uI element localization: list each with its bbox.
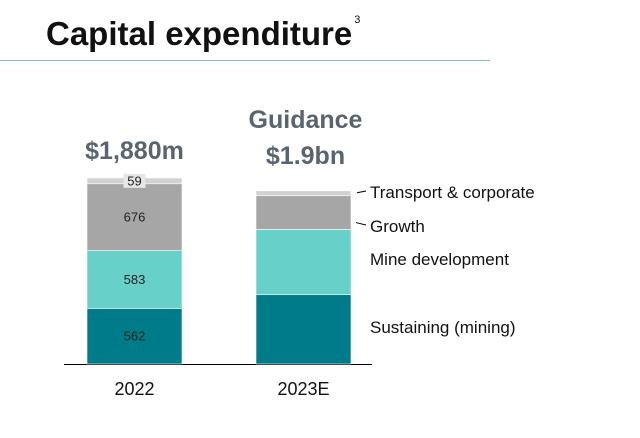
data-label: 59	[127, 173, 141, 188]
legend-label: Mine development	[370, 250, 509, 269]
legend-label: Sustaining (mining)	[370, 318, 516, 337]
data-label: 583	[124, 272, 146, 287]
bar-segment	[86, 183, 183, 251]
bar-segment	[86, 250, 183, 309]
bar-segment	[255, 190, 352, 197]
bar-segment	[255, 195, 352, 230]
total-label: $1.9bn	[266, 142, 345, 170]
data-label: 676	[124, 210, 146, 225]
total-label: $1,880m	[85, 137, 184, 165]
bar-segment	[255, 229, 352, 296]
legend-label: Growth	[370, 217, 425, 236]
page-title: Capital expenditure 3	[46, 14, 360, 53]
title-text: Capital expenditure	[46, 15, 353, 52]
data-label: 562	[124, 329, 146, 344]
data-label-box	[123, 173, 146, 188]
guidance-label: Guidance	[249, 106, 363, 134]
legend-label: Transport & corporate	[370, 183, 535, 202]
category-label: 2022	[114, 379, 154, 399]
title-footnote: 3	[354, 14, 361, 26]
bar-segment	[86, 308, 183, 365]
title-underline	[0, 60, 490, 61]
bar-segment	[255, 294, 352, 365]
category-label: 2023E	[277, 379, 329, 399]
leader-line	[355, 222, 367, 226]
leader-line	[356, 190, 367, 194]
